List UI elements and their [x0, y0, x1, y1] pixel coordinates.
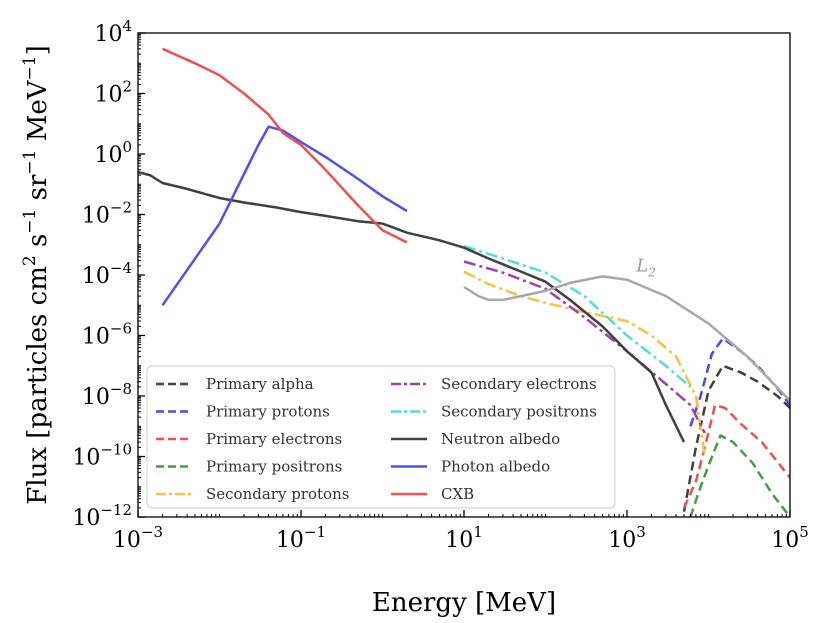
- x-tick-label: 105: [771, 523, 809, 553]
- y-tick-label: 10−8: [82, 380, 132, 410]
- x-axis-label: Energy [MeV]: [372, 588, 556, 618]
- series-line-secondary-positrons: [463, 244, 692, 388]
- y-tick-label: 10−10: [72, 441, 132, 471]
- y-axis-label-group: Flux [particles cm2 s−1 sr−1 MeV−1]: [20, 45, 53, 505]
- series-line-secondary-protons: [463, 270, 707, 457]
- legend-label-secondary-positrons: Secondary positrons: [441, 403, 597, 421]
- x-tick-label: 10−3: [113, 523, 163, 553]
- series-line-cxb: [161, 47, 408, 244]
- series-line-primary-positrons: [689, 434, 790, 517]
- series-line-l2: [463, 275, 790, 402]
- y-tick-label: 100: [94, 138, 132, 168]
- series-line-photon-albedo: [161, 125, 408, 307]
- y-tick-label: 10−4: [82, 259, 132, 289]
- y-tick-label: 104: [94, 17, 132, 47]
- legend-label-photon-albedo: Photon albedo: [441, 458, 550, 476]
- y-tick-label: 102: [94, 78, 132, 108]
- y-axis-label: Flux [particles cm2 s−1 sr−1 MeV−1]: [20, 45, 53, 505]
- legend-label-secondary-electrons: Secondary electrons: [441, 375, 597, 393]
- legend-box: [146, 365, 616, 509]
- legend-label-primary-alpha: Primary alpha: [206, 375, 314, 393]
- legend-label-neutron-albedo: Neutron albedo: [441, 430, 560, 448]
- y-tick-label: 10−12: [72, 501, 132, 531]
- y-tick-label: 10−6: [82, 320, 132, 350]
- series-line-primary-electrons: [682, 403, 790, 509]
- legend-label-primary-electrons: Primary electrons: [206, 430, 342, 448]
- series-line-secondary-electrons: [463, 260, 706, 434]
- series-line-primary-alpha: [682, 364, 790, 512]
- legend-label-cxb: CXB: [441, 485, 474, 503]
- x-tick-label: 10−1: [276, 523, 326, 553]
- legend-label-primary-protons: Primary protons: [206, 403, 330, 421]
- y-tick-label: 10−2: [82, 199, 132, 229]
- legend-label-primary-positrons: Primary positrons: [206, 458, 342, 476]
- legend: Primary alpha Primary protons Primary elec…: [146, 365, 616, 509]
- annotation-l2: L2: [635, 256, 656, 280]
- x-tick-label: 101: [445, 523, 483, 553]
- legend-label-secondary-protons: Secondary protons: [206, 485, 349, 503]
- series-line-neutron-albedo: [138, 170, 686, 443]
- x-tick-label: 103: [608, 523, 646, 553]
